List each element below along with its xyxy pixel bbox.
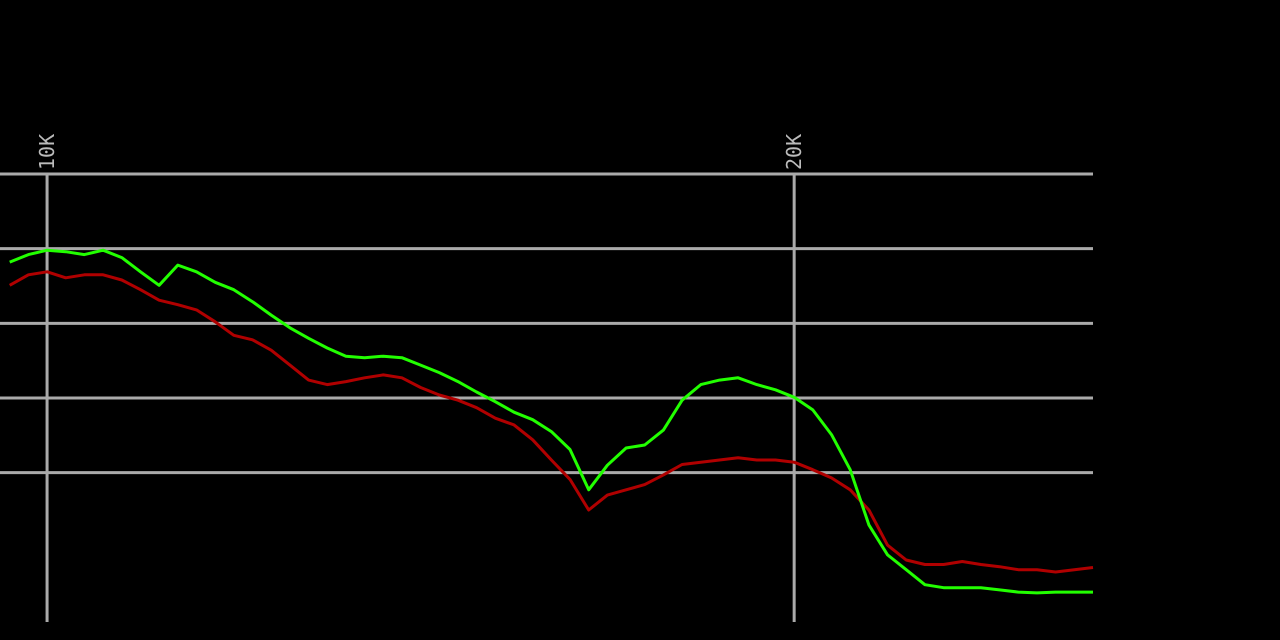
x-tick-label: 20K xyxy=(782,134,806,170)
series-line xyxy=(8,270,1094,574)
x-tick-label: 10K xyxy=(35,134,59,170)
series-line xyxy=(9,248,1093,595)
